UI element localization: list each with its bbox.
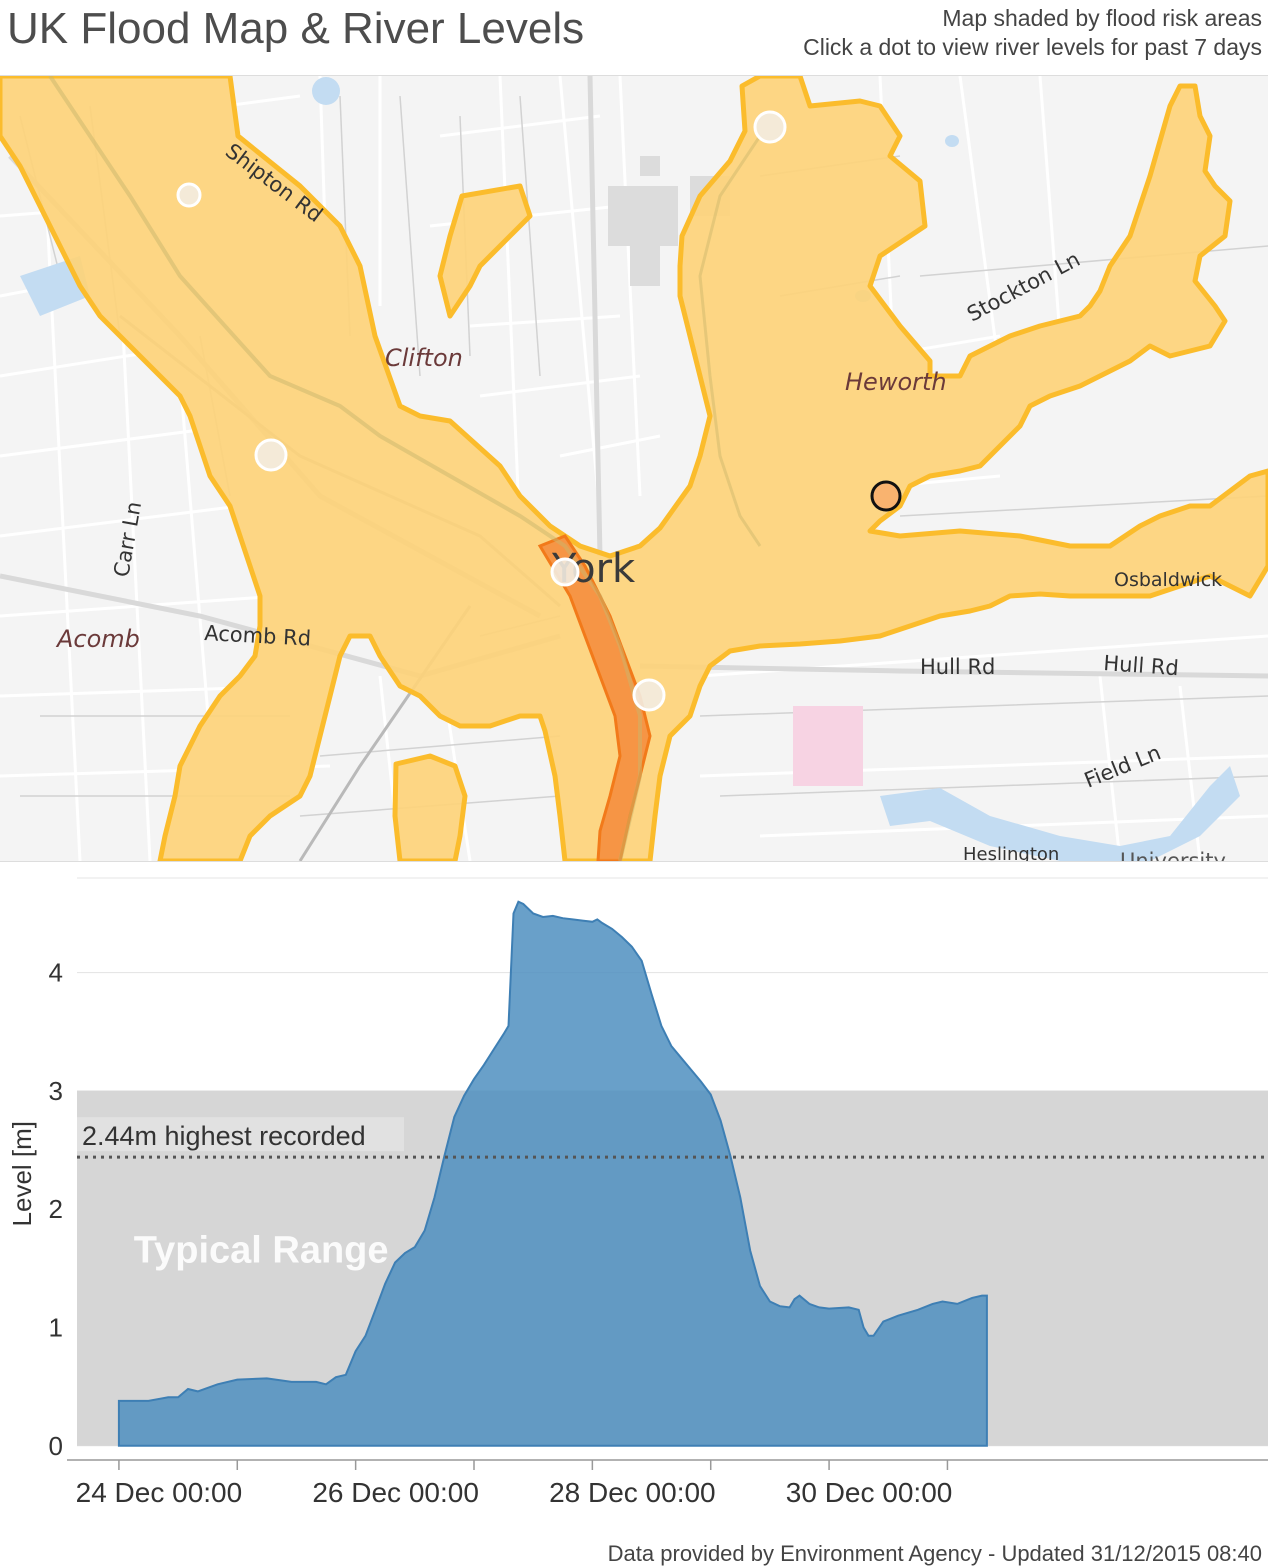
flood-map-canvas[interactable]: Shipton Rd Clifton Stockton Ln Heworth C… <box>0 76 1268 861</box>
station-dot[interactable] <box>632 678 666 712</box>
highest-recorded-label: 2.44m highest recorded <box>82 1121 366 1151</box>
page-title: UK Flood Map & River Levels <box>7 4 585 53</box>
map-label-clifton: Clifton <box>385 344 463 372</box>
map-label-hull-rd-1: Hull Rd <box>920 655 995 679</box>
river-foss <box>698 135 762 547</box>
x-tick-label: 26 Dec 00:00 <box>312 1477 479 1508</box>
station-dot[interactable] <box>550 557 580 587</box>
x-tick-label: 24 Dec 00:00 <box>76 1477 243 1508</box>
instructions-line-2: Click a dot to view river levels for pas… <box>803 34 1262 60</box>
y-axis-title: Level [m] <box>7 1121 37 1227</box>
map-label-osbaldwick: Osbaldwick <box>1114 569 1222 591</box>
typical-range-label: Typical Range <box>134 1229 389 1271</box>
river-level-chart: 2.44m highest recorded Typical Range 0 1 2… <box>0 870 1268 1530</box>
map-label-hull-rd-2: Hull Rd <box>1103 651 1180 680</box>
y-tick-label: 4 <box>49 958 63 988</box>
map-label-acomb-rd: Acomb Rd <box>204 621 312 651</box>
river-level-area <box>117 900 988 1447</box>
instructions-line-1: Map shaded by flood risk areas <box>942 5 1262 31</box>
y-axis: 0 1 2 3 4 <box>49 958 63 1461</box>
x-tick-label: 28 Dec 00:00 <box>549 1477 716 1508</box>
x-tick-label: 30 Dec 00:00 <box>786 1477 953 1508</box>
flood-map[interactable]: Shipton Rd Clifton Stockton Ln Heworth C… <box>0 75 1268 862</box>
map-label-heslington: Heslington <box>963 844 1059 861</box>
y-tick-label: 3 <box>49 1076 63 1106</box>
map-label-heworth: Heworth <box>845 368 947 396</box>
instructions: Map shaded by flood risk areas Click a d… <box>803 4 1262 62</box>
river-level-chart-svg: 2.44m highest recorded Typical Range 0 1 2… <box>7 877 1268 1508</box>
data-credit: Data provided by Environment Agency - Up… <box>607 1541 1262 1566</box>
gauge-stations[interactable] <box>176 110 787 712</box>
station-dot[interactable] <box>753 110 787 144</box>
y-tick-label: 1 <box>49 1313 63 1343</box>
station-dot[interactable] <box>254 438 288 472</box>
y-tick-label: 0 <box>49 1431 63 1461</box>
hospital-area <box>793 706 863 786</box>
x-axis: 24 Dec 00:00 26 Dec 00:00 28 Dec 00:00 30 D… <box>67 1459 1268 1508</box>
map-label-university: University <box>1120 849 1226 861</box>
station-dot[interactable] <box>176 182 202 208</box>
flood-risk-zones <box>0 76 1268 861</box>
y-tick-label: 2 <box>49 1194 63 1224</box>
highest-recorded-label-bg <box>77 1117 404 1152</box>
selected-station-dot[interactable] <box>870 480 902 512</box>
map-label-acomb: Acomb <box>55 625 140 653</box>
